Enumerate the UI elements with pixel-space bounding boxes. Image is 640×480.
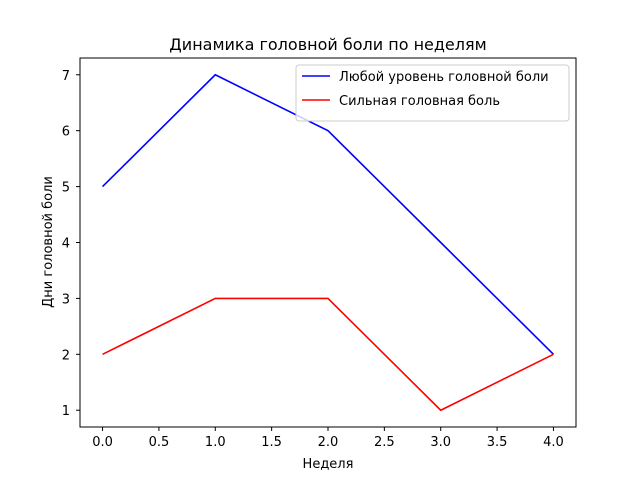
series-line-2 xyxy=(102,297,554,412)
series-line-1 xyxy=(101,73,555,355)
x-axis-title: Неделя xyxy=(303,457,354,472)
x-tick-label: 1.5 xyxy=(261,435,282,450)
x-axis-ticks: 0.0 0.5 1.0 1.5 2.0 2.5 3.0 3.5 4.0 xyxy=(92,427,564,450)
x-tick-label: 4.0 xyxy=(543,435,564,450)
y-tick-label: 2 xyxy=(62,348,70,363)
x-tick-label: 0.0 xyxy=(92,435,113,450)
y-tick-label: 7 xyxy=(62,69,70,84)
series-lines xyxy=(101,73,555,412)
x-tick-label: 1.0 xyxy=(205,435,226,450)
y-tick-label: 3 xyxy=(62,292,70,307)
chart-title: Динамика головной боли по неделям xyxy=(169,35,486,54)
legend-label: Любой уровень головной боли xyxy=(339,70,549,85)
y-tick-label: 1 xyxy=(62,404,70,419)
y-axis-ticks: 1 2 3 4 5 6 7 xyxy=(62,69,80,419)
legend: Любой уровень головной боли Сильная голов… xyxy=(295,64,570,122)
x-tick-label: 3.0 xyxy=(430,435,451,450)
x-tick-label: 2.5 xyxy=(374,435,395,450)
y-axis-title: Дни головной боли xyxy=(41,176,56,308)
legend-label: Сильная головная боль xyxy=(339,94,500,109)
y-tick-label: 5 xyxy=(62,181,70,196)
x-tick-label: 3.5 xyxy=(487,435,508,450)
plot-frame xyxy=(79,57,577,428)
legend-frame xyxy=(295,64,570,122)
y-tick-label: 6 xyxy=(62,125,70,140)
y-tick-label: 4 xyxy=(62,237,70,252)
x-tick-label: 0.5 xyxy=(149,435,170,450)
x-tick-label: 2.0 xyxy=(318,435,339,450)
